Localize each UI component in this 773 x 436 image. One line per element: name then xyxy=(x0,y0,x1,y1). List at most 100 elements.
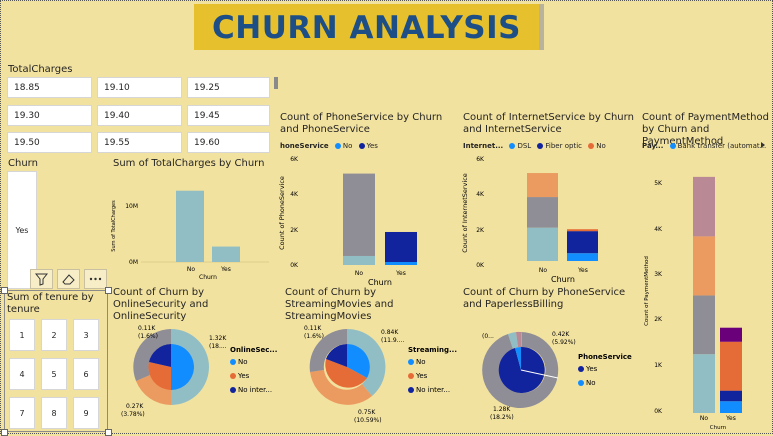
bar-yes-no[interactable] xyxy=(567,229,598,232)
pie-slice xyxy=(326,344,347,367)
page-title: CHURN ANALYSIS xyxy=(212,10,521,46)
x-tick: No xyxy=(355,270,363,277)
bar-no-no[interactable] xyxy=(527,173,558,198)
tenure-tile[interactable]: 7 xyxy=(9,397,35,429)
bar-yes-bank-transfer[interactable] xyxy=(720,401,742,413)
x-tick: Yes xyxy=(395,270,406,277)
charge-tile[interactable]: 19.45 xyxy=(187,105,270,126)
phone-paperless-title: Count of Churn by PhoneService and Paper… xyxy=(463,287,626,310)
tenure-tile[interactable]: 1 xyxy=(9,319,35,351)
churn-slicer-yes[interactable]: Yes xyxy=(7,171,37,289)
online-security-title: Count of Churn by OnlineSecurity and Onl… xyxy=(113,287,209,322)
payment-method-chart[interactable]: Count of PaymentMethod 5K 4K 3K 2K 1K 0K… xyxy=(640,151,773,433)
charge-tile[interactable]: 19.30 xyxy=(7,105,92,126)
data-label: (5.92%) xyxy=(552,339,576,346)
charge-tile[interactable]: 19.50 xyxy=(7,132,92,153)
tenure-tile[interactable]: 4 xyxy=(9,358,35,390)
bar-yes-no[interactable] xyxy=(385,261,417,265)
data-label: (3.78%) xyxy=(121,411,145,418)
tenure-tile[interactable]: 9 xyxy=(73,397,99,429)
total-charges-slicer-label: TotalCharges xyxy=(8,64,73,75)
legend-title: honeService xyxy=(280,142,329,150)
legend-title: PhoneService xyxy=(578,353,632,361)
charge-tile[interactable]: 19.25 xyxy=(187,77,270,98)
tenure-tile[interactable]: 3 xyxy=(73,319,99,351)
bar-no-mailed-check[interactable] xyxy=(693,176,715,237)
data-label: 0.84K xyxy=(381,329,399,336)
charge-tile[interactable]: 19.55 xyxy=(97,132,182,153)
phone-service-chart[interactable]: Count of PhoneService 6K 4K 2K 0K No Yes… xyxy=(277,151,457,289)
x-tick: No xyxy=(700,415,708,422)
charge-tile[interactable]: 19.40 xyxy=(97,105,182,126)
more-options-button[interactable] xyxy=(84,269,107,289)
tenure-slicer[interactable]: Sum of tenure by tenure 1 2 3 4 5 6 7 8 … xyxy=(4,290,108,432)
legend-item: Yes xyxy=(585,365,598,373)
clear-selections-button[interactable] xyxy=(57,269,80,289)
x-axis-label: Churn xyxy=(710,425,727,431)
charge-tile[interactable]: 19.10 xyxy=(97,77,182,98)
bar-no-yes[interactable] xyxy=(343,173,375,256)
resize-handle[interactable] xyxy=(1,429,8,436)
bar-no-fiber-optic[interactable] xyxy=(527,197,558,228)
phone-paperless-chart[interactable]: (0... 0.42K (5.92%) 1.28K (18.2%) PhoneS… xyxy=(460,313,640,433)
donut-slice xyxy=(310,370,372,405)
bar-no-bank-transfer[interactable] xyxy=(693,354,715,413)
bar-no-credit-card[interactable] xyxy=(693,295,715,355)
data-label: 0.11K xyxy=(138,325,156,332)
bar-no-dsl[interactable] xyxy=(527,227,558,261)
bar-no-value[interactable] xyxy=(176,190,204,262)
data-label: (1.6%) xyxy=(138,333,158,340)
more-icon xyxy=(89,277,102,281)
tenure-tile[interactable]: 6 xyxy=(73,358,99,390)
bar-no-no[interactable] xyxy=(343,255,375,265)
donut-slice xyxy=(309,329,347,372)
data-label: 0.75K xyxy=(358,409,376,416)
y-tick: 0K xyxy=(476,262,485,269)
pie-slice xyxy=(149,344,171,367)
bar-no-electronic-check[interactable] xyxy=(693,236,715,296)
bar-yes-dsl[interactable] xyxy=(567,253,598,261)
filter-button[interactable] xyxy=(30,269,53,289)
bar-yes-credit-card[interactable] xyxy=(720,390,742,402)
resize-handle[interactable] xyxy=(105,287,112,294)
data-label: 1.28K xyxy=(493,406,511,413)
phone-service-ylabel: Count of PhoneService xyxy=(278,176,286,250)
x-tick: No xyxy=(539,267,547,274)
tenure-tile[interactable]: 2 xyxy=(41,319,67,351)
charge-tile[interactable]: 18.85 xyxy=(7,77,92,98)
slicer-scrollbar[interactable] xyxy=(274,77,278,89)
x-tick: Yes xyxy=(220,266,231,273)
tenure-tile[interactable]: 5 xyxy=(41,358,67,390)
legend-item: DSL xyxy=(517,142,532,150)
bar-yes-yes[interactable] xyxy=(385,231,417,262)
x-axis-label: Churn xyxy=(199,274,217,281)
legend-title: OnlineSec... xyxy=(230,346,277,354)
sum-charges-ylabel: Sum of TotalCharges xyxy=(111,200,117,252)
charge-tile[interactable]: 19.60 xyxy=(187,132,270,153)
y-tick: 10M xyxy=(125,203,138,210)
bar-yes-electronic-check[interactable] xyxy=(720,341,742,391)
x-axis-label: Churn xyxy=(368,278,392,287)
y-tick: 6K xyxy=(290,156,299,163)
legend-item: Fiber optic xyxy=(545,142,582,150)
donut-slice xyxy=(136,375,171,405)
sum-charges-chart[interactable]: Sum of TotalCharges 10M 0M No Yes Churn xyxy=(109,171,274,286)
tenure-tile[interactable]: 8 xyxy=(41,397,67,429)
streaming-movies-chart[interactable]: 0.11K (1.6%) 0.84K (11.9.... 0.75K (10.5… xyxy=(281,313,461,433)
pie-slice xyxy=(148,362,171,390)
legend-item: Bank transfer (automat... xyxy=(677,142,767,150)
x-axis-label: Churn xyxy=(551,275,575,284)
y-tick: 2K xyxy=(290,227,299,234)
resize-handle[interactable] xyxy=(1,287,8,294)
online-security-chart[interactable]: 0.11K (1.6%) 1.32K (18.... 0.27K (3.78%)… xyxy=(109,313,279,433)
bar-yes-mailed-check[interactable] xyxy=(720,327,742,342)
internet-service-chart[interactable]: Count of InternetService 6K 4K 2K 0K No … xyxy=(460,151,640,289)
y-tick: 0K xyxy=(290,262,299,269)
data-label: (18.... xyxy=(209,343,227,350)
sum-charges-title: Sum of TotalCharges by Churn xyxy=(113,158,265,169)
data-label: (18.2%) xyxy=(490,414,514,421)
bar-yes-fiber-optic[interactable] xyxy=(567,231,598,254)
y-tick: 0M xyxy=(129,259,138,266)
legend-next-button[interactable] xyxy=(758,140,768,150)
bar-yes-value[interactable] xyxy=(212,246,240,262)
